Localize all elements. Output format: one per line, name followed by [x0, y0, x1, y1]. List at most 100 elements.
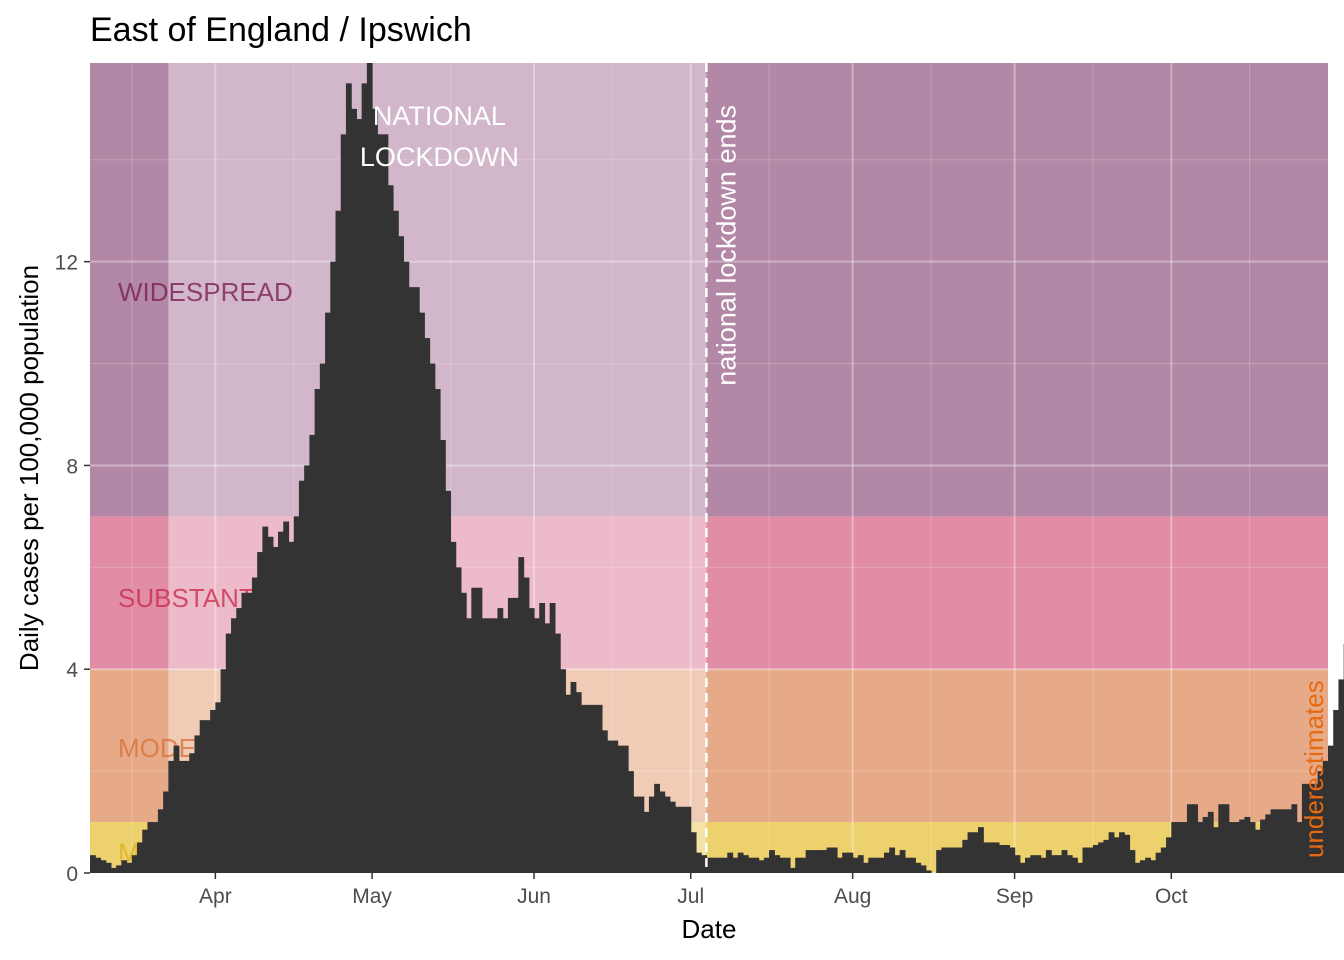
bar: [1176, 822, 1183, 873]
bar: [131, 855, 138, 873]
bar: [920, 865, 927, 873]
bar: [194, 735, 201, 873]
bar: [1328, 745, 1334, 873]
bar: [648, 796, 655, 873]
bar: [1119, 832, 1125, 873]
bar: [1317, 771, 1324, 873]
bar: [241, 592, 248, 873]
bar: [826, 847, 833, 873]
bar: [716, 857, 723, 873]
bar: [413, 287, 420, 873]
bar: [257, 552, 263, 873]
bar: [596, 704, 603, 873]
bar: [486, 618, 493, 873]
bar: [638, 796, 645, 873]
bar: [1322, 760, 1329, 873]
bar: [612, 740, 619, 873]
bar: [1035, 855, 1042, 873]
bar: [1312, 783, 1319, 873]
bar: [288, 541, 295, 873]
bar: [1286, 809, 1293, 873]
bar: [507, 597, 514, 873]
bar: [732, 857, 739, 873]
bar: [857, 855, 864, 873]
bar: [178, 760, 185, 873]
bar: [1338, 679, 1344, 873]
bar: [95, 857, 102, 873]
bar: [1014, 855, 1021, 873]
bar: [910, 857, 916, 873]
lockdown-end-label: national lockdown ends: [711, 105, 741, 386]
bar: [455, 567, 462, 873]
bar: [789, 867, 796, 873]
x-tick-label: Aug: [834, 885, 871, 908]
bar: [1051, 855, 1057, 873]
bar: [283, 521, 290, 873]
bar: [1181, 822, 1188, 873]
bar: [356, 119, 363, 874]
bar: [873, 857, 880, 873]
bar: [993, 842, 1000, 873]
bar: [419, 312, 425, 873]
bar: [967, 832, 974, 873]
bar: [434, 389, 441, 873]
bar: [492, 618, 499, 873]
bar: [1113, 837, 1120, 873]
bar: [1009, 847, 1016, 873]
bar: [1108, 832, 1115, 873]
bar: [199, 720, 206, 873]
bar: [1280, 809, 1287, 873]
bar: [1124, 834, 1131, 873]
bar: [184, 760, 190, 873]
bar: [466, 618, 472, 873]
bar: [737, 852, 744, 873]
bar: [361, 83, 368, 873]
bar: [951, 847, 958, 873]
bar: [1166, 837, 1172, 873]
bar: [575, 692, 582, 873]
bar: [1066, 855, 1073, 873]
bar: [748, 857, 755, 873]
bar: [628, 771, 634, 873]
bar: [607, 740, 613, 873]
bar: [633, 796, 640, 873]
bar: [90, 855, 96, 873]
bar: [518, 557, 525, 873]
bar: [1025, 857, 1031, 873]
bar: [899, 850, 906, 873]
bar: [345, 83, 352, 873]
bar: [978, 827, 984, 873]
bar: [1040, 857, 1047, 873]
bar: [549, 603, 556, 873]
bar: [560, 669, 566, 873]
alert-bands: [90, 63, 1328, 873]
lockdown-label-line2: LOCKDOWN: [360, 142, 519, 172]
bar: [351, 108, 358, 873]
band-widespread: [90, 63, 1328, 517]
bar: [1103, 839, 1110, 873]
bar: [429, 363, 436, 873]
bar: [889, 847, 896, 873]
bar: [325, 312, 331, 873]
bars: [90, 63, 1344, 874]
bar: [387, 185, 394, 873]
bar: [1061, 850, 1068, 873]
bar: [586, 704, 593, 873]
x-tick-label: May: [352, 885, 392, 908]
bar: [972, 832, 979, 873]
bar: [622, 745, 629, 873]
bar: [460, 592, 467, 873]
bar: [1202, 816, 1209, 873]
bar: [957, 847, 963, 873]
bar: [147, 822, 154, 873]
y-tick-label: 8: [66, 455, 78, 478]
bar: [988, 842, 995, 873]
bar: [1291, 804, 1298, 873]
bar: [340, 134, 347, 874]
bar: [1160, 847, 1167, 873]
bar: [377, 134, 384, 874]
bar: [1244, 816, 1251, 873]
bar: [298, 480, 305, 873]
bar: [774, 855, 781, 873]
